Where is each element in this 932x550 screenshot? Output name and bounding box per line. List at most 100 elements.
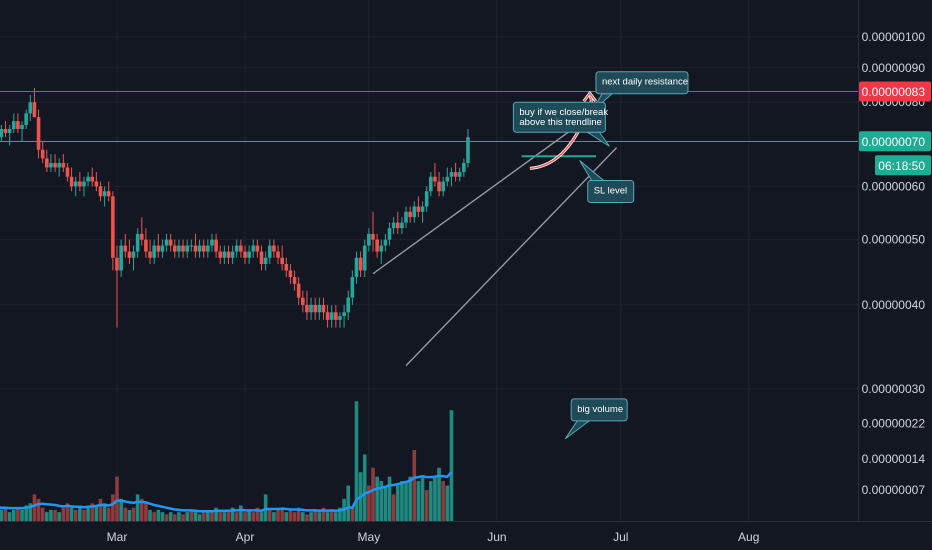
trend-channel-line[interactable]	[372, 126, 576, 275]
volume-bar	[391, 494, 396, 521]
time-axis[interactable]: Mar Apr May Jun Jul Aug	[107, 530, 760, 544]
volume-bar	[218, 509, 223, 521]
candle-body	[251, 245, 256, 252]
annotation-callouts[interactable]: next daily resistance buy if we close/bre…	[512, 71, 689, 440]
candle-body	[449, 172, 454, 177]
volume-bar	[449, 410, 454, 521]
volume-bar	[317, 512, 322, 521]
volume-bar	[61, 507, 66, 521]
volume-bar	[53, 509, 57, 521]
volume-bar	[441, 481, 445, 521]
volume-bar	[383, 485, 388, 521]
candle-body	[317, 304, 322, 313]
volume-bar	[152, 512, 156, 521]
candle-body	[53, 162, 57, 168]
volume-bar	[251, 512, 256, 521]
candle-body	[313, 304, 317, 313]
volume-bar	[325, 512, 330, 521]
time-tick-label: May	[358, 530, 381, 544]
volume-bar	[280, 507, 284, 521]
volume-bar	[206, 509, 210, 521]
candle-body	[173, 245, 177, 252]
candle-body	[123, 245, 128, 252]
candle-body	[387, 228, 392, 240]
candle-body	[429, 176, 433, 192]
candle-body	[206, 245, 210, 252]
volume-bars	[0, 401, 454, 521]
candle-body	[437, 181, 441, 192]
callout-text: big volume	[577, 404, 623, 415]
volume-bar	[45, 512, 49, 521]
volume-bar	[98, 498, 103, 521]
candle-body	[168, 239, 173, 246]
volume-bar	[82, 509, 86, 521]
candle-body	[243, 251, 247, 258]
volume-bar	[301, 512, 305, 521]
callout-text: above this trendline	[519, 117, 601, 128]
volume-bar	[362, 454, 367, 521]
candle-body	[32, 102, 37, 118]
horizontal-levels[interactable]	[0, 91, 858, 142]
candle-body	[73, 181, 78, 187]
volume-bar	[181, 514, 185, 521]
candle-body	[354, 257, 359, 278]
volume-bar	[420, 476, 425, 521]
time-tick-label: Jun	[487, 530, 506, 544]
candle-body	[276, 251, 280, 258]
candle-body	[156, 245, 161, 252]
candle-body	[90, 176, 95, 182]
volume-bar	[313, 509, 317, 521]
volume-bar	[28, 503, 33, 521]
volume-bar	[354, 401, 359, 521]
candle-body	[11, 121, 16, 130]
volume-bar	[412, 450, 417, 521]
volume-bar	[404, 481, 408, 521]
candle-body	[135, 233, 140, 252]
trend-channel-line[interactable]	[405, 147, 618, 367]
candlesticks	[0, 87, 470, 328]
annotation-callout[interactable]: big volume	[564, 398, 628, 440]
volume-bar	[127, 509, 132, 521]
volume-bar	[177, 512, 181, 521]
candle-body	[400, 222, 404, 229]
candle-body	[148, 251, 152, 258]
volume-bar	[131, 507, 136, 521]
candle-body	[408, 211, 412, 218]
candle-body	[453, 172, 458, 177]
volume-bar	[437, 467, 441, 521]
volume-bar	[400, 481, 404, 521]
candle-body	[189, 245, 194, 247]
candle-body	[346, 297, 351, 313]
callout-text: buy if we close/break	[519, 107, 608, 118]
candle-body	[152, 245, 156, 258]
volume-bar	[259, 512, 264, 521]
candle-body	[338, 316, 342, 320]
volume-bar	[144, 503, 148, 521]
candle-body	[362, 245, 367, 271]
candle-body	[371, 233, 375, 240]
price-tag-label: 06:18:50	[878, 159, 925, 173]
volume-bar	[371, 467, 375, 521]
annotation-callout[interactable]: SL level	[579, 160, 635, 204]
volume-bar	[350, 507, 355, 521]
projection-arrowhead[interactable]	[583, 92, 597, 102]
candle-body	[201, 245, 206, 252]
volume-bar	[309, 512, 313, 521]
candle-body	[197, 245, 202, 252]
volume-bar	[106, 507, 111, 521]
candle-body	[350, 277, 355, 298]
price-tag-background	[859, 131, 931, 152]
candle-body	[367, 233, 371, 246]
volume-bar	[222, 512, 227, 521]
candle-body	[160, 245, 165, 252]
candle-body	[234, 245, 239, 252]
candle-body	[94, 181, 99, 187]
candle-body	[230, 251, 235, 258]
volume-bar	[408, 476, 412, 521]
candle-body	[177, 245, 181, 252]
volume-bar	[329, 509, 334, 521]
price-tags: 0.00000083 0.00000070 06:18:50	[859, 81, 931, 176]
price-tag-label: 0.00000070	[862, 135, 926, 149]
